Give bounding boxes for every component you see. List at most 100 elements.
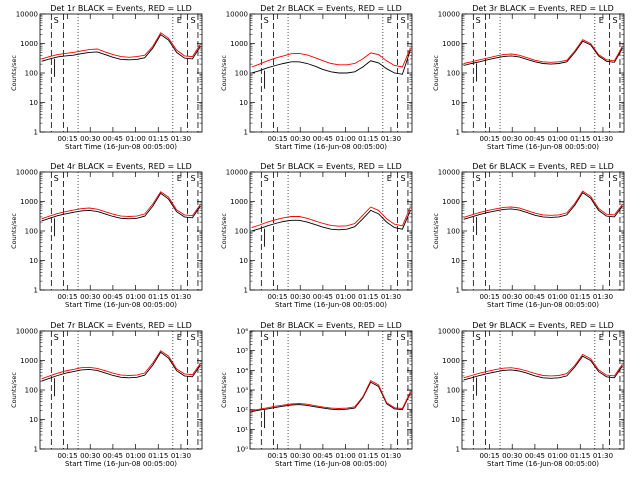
x-tick-label: 01:00 xyxy=(335,135,355,143)
y-tick-label: 1000 xyxy=(442,40,460,48)
x-tick-label: 00:45 xyxy=(103,135,123,143)
panel-title: Det 4r BLACK = Events, RED = LLD xyxy=(50,162,192,171)
x-tick-label: 00:15 xyxy=(479,293,499,301)
x-tick-label: 01:15 xyxy=(148,452,168,460)
x-tick-label: 00:30 xyxy=(80,452,100,460)
x-tick-label: 00:15 xyxy=(479,452,499,460)
y-tick-label: 1 xyxy=(244,129,248,137)
flag-label: E xyxy=(177,174,182,183)
flag-label: S xyxy=(476,174,481,183)
panel-6: Det 6r BLACK = Events, RED = LLD 1 10 100 10… xyxy=(432,162,625,309)
x-tick-label: 00:30 xyxy=(80,135,100,143)
series-lld-line xyxy=(41,191,201,220)
y-tick-label: 1000 xyxy=(20,357,38,365)
x-tick-label: 00:45 xyxy=(313,135,333,143)
y-axis-label: Counts/sec xyxy=(432,372,440,408)
x-tick-label: 00:15 xyxy=(57,452,77,460)
plot-frame xyxy=(461,330,625,450)
y-tick-label: 1 xyxy=(456,446,460,454)
flag-label: S xyxy=(54,333,59,342)
panel-title: Det 5r BLACK = Events, RED = LLD xyxy=(260,162,402,171)
y-tick-label: 100 xyxy=(25,70,38,78)
flag-label: E xyxy=(177,333,182,342)
series-events-line xyxy=(41,33,201,62)
x-tick-label: 00:15 xyxy=(57,135,77,143)
panel-title: Det 9r BLACK = Events, RED = LLD xyxy=(472,321,614,330)
x-tick-label: 01:00 xyxy=(125,135,145,143)
series-lld-line xyxy=(41,32,201,60)
flag-label: E xyxy=(599,333,604,342)
x-tick-label: 01:15 xyxy=(358,135,378,143)
flag-label: S xyxy=(264,174,269,183)
y-tick-label: 1 xyxy=(34,129,38,137)
panel-title: Det 7r BLACK = Events, RED = LLD xyxy=(50,321,192,330)
panel-5: Det 5r BLACK = Events, RED = LLD 1 10 100 10… xyxy=(220,162,413,309)
x-tick-label: 00:30 xyxy=(290,452,310,460)
series-lld-line xyxy=(251,206,411,229)
x-tick-label: 01:15 xyxy=(570,293,590,301)
y-tick-label: 100 xyxy=(447,228,460,236)
x-tick-label: 01:00 xyxy=(125,293,145,301)
flag-label: S xyxy=(191,333,196,342)
y-tick-label: 10000 xyxy=(16,11,38,19)
flag-label: S xyxy=(264,16,269,25)
x-tick-label: 00:30 xyxy=(502,293,522,301)
flag-label: S xyxy=(476,333,481,342)
x-tick-label: 01:00 xyxy=(125,452,145,460)
y-tick-label: 1 xyxy=(34,446,38,454)
series-events-line xyxy=(41,192,201,222)
plot-frame xyxy=(249,171,413,291)
x-tick-label: 00:45 xyxy=(525,135,545,143)
x-axis-label: Start Time (16-Jun-08 00:05:00) xyxy=(65,301,177,309)
panel-title: Det 1r BLACK = Events, RED = LLD xyxy=(50,4,192,13)
x-tick-label: 00:45 xyxy=(525,452,545,460)
x-tick-label: 01:00 xyxy=(547,135,567,143)
y-tick-label: 10000 xyxy=(16,328,38,336)
x-tick-label: 00:45 xyxy=(103,452,123,460)
y-axis-label: Counts/sec xyxy=(432,213,440,249)
panel-7: Det 7r BLACK = Events, RED = LLD 1 10 100 10… xyxy=(10,321,203,468)
y-tick-label: 10⁰ xyxy=(236,446,248,454)
series-lld-line xyxy=(251,379,411,412)
y-tick-label: 1 xyxy=(456,129,460,137)
y-tick-label: 100 xyxy=(235,70,248,78)
y-tick-label: 1000 xyxy=(20,198,38,206)
plot-frame xyxy=(249,13,413,133)
y-tick-label: 10000 xyxy=(226,169,248,177)
series-lld-line xyxy=(463,353,623,379)
y-tick-label: 10³ xyxy=(236,387,248,395)
series-events-line xyxy=(463,191,623,220)
y-tick-label: 100 xyxy=(447,387,460,395)
series-events-line xyxy=(41,351,201,382)
flag-label: S xyxy=(401,16,406,25)
plot-frame xyxy=(249,330,413,450)
x-tick-label: 01:15 xyxy=(570,452,590,460)
x-tick-label: 00:15 xyxy=(267,452,287,460)
y-tick-label: 10⁶ xyxy=(236,328,248,336)
flag-label: E xyxy=(387,174,392,183)
x-tick-label: 01:00 xyxy=(335,293,355,301)
y-tick-label: 10 xyxy=(451,257,460,265)
y-tick-label: 10000 xyxy=(438,11,460,19)
x-tick-label: 00:30 xyxy=(290,293,310,301)
panel-4: Det 4r BLACK = Events, RED = LLD 1 10 100 10… xyxy=(10,162,203,309)
x-tick-label: 00:30 xyxy=(290,135,310,143)
flag-label: S xyxy=(613,174,618,183)
y-tick-label: 10000 xyxy=(16,169,38,177)
x-tick-label: 00:15 xyxy=(479,135,499,143)
x-axis-label: Start Time (16-Jun-08 00:05:00) xyxy=(487,143,599,151)
x-tick-label: 01:15 xyxy=(358,452,378,460)
y-tick-label: 1000 xyxy=(230,40,248,48)
y-tick-label: 10 xyxy=(451,99,460,107)
x-axis-label: Start Time (16-Jun-08 00:05:00) xyxy=(487,460,599,468)
y-tick-label: 1000 xyxy=(442,198,460,206)
x-tick-label: 01:00 xyxy=(547,452,567,460)
flag-label: S xyxy=(191,174,196,183)
y-tick-label: 10000 xyxy=(438,169,460,177)
y-axis-label: Counts/sec xyxy=(10,372,18,408)
flag-label: E xyxy=(177,16,182,25)
y-tick-label: 100 xyxy=(25,228,38,236)
flag-label: E xyxy=(599,174,604,183)
series-lld-line xyxy=(41,350,201,380)
